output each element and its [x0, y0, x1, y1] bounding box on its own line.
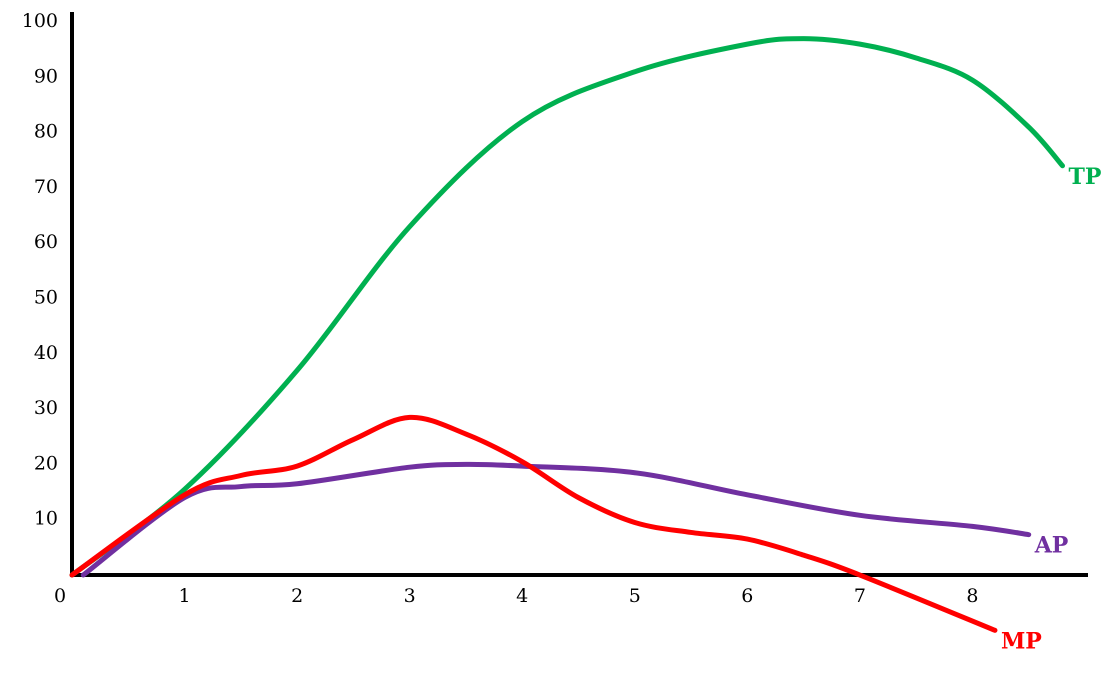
x-tick-label: 6: [741, 585, 753, 607]
y-tick-label: 50: [34, 287, 58, 309]
series-line: [69, 36, 1065, 578]
x-tick-label: 2: [291, 585, 303, 607]
x-tick-label: 3: [404, 585, 416, 607]
series-label: TP: [1068, 164, 1101, 190]
x-tick-label: 7: [854, 585, 866, 607]
series-label: AP: [1034, 533, 1069, 559]
y-tick-label: 100: [22, 10, 58, 32]
y-tick-label: 40: [34, 342, 58, 364]
y-tick-label: 80: [34, 121, 58, 143]
series-line: [80, 461, 1032, 578]
y-tick-label: 70: [34, 176, 58, 198]
series-line: [69, 414, 998, 633]
x-tick-label: 4: [516, 585, 528, 607]
y-tick-label: 30: [34, 397, 58, 419]
series-label: MP: [1001, 628, 1042, 654]
x-tick-label: 5: [629, 585, 641, 607]
y-tick-label: 90: [34, 65, 58, 87]
x-tick-label: 0: [54, 585, 66, 607]
y-tick-label: 10: [34, 508, 58, 530]
y-tick-label: 20: [34, 452, 58, 474]
y-tick-label: 60: [34, 231, 58, 253]
x-tick-label: 8: [966, 585, 978, 607]
x-tick-label: 1: [179, 585, 191, 607]
